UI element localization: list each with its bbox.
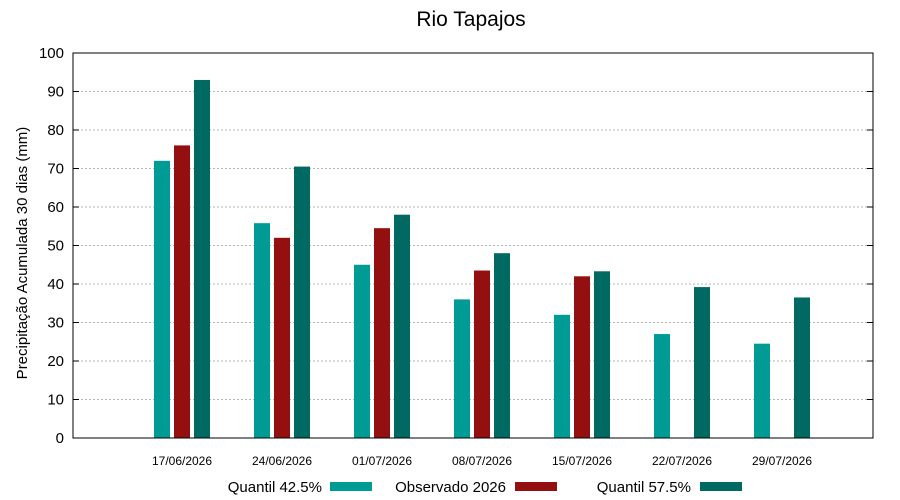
bar-4-2: [594, 271, 610, 438]
legend-label: Quantil 42.5%: [228, 479, 322, 496]
y-tick-label: 10: [47, 392, 64, 409]
x-tick-label: 29/07/2026: [752, 454, 812, 468]
y-tick-label: 90: [47, 84, 64, 101]
y-tick-label: 40: [47, 276, 64, 293]
y-tick-label: 100: [39, 45, 64, 62]
x-tick-label: 22/07/2026: [652, 454, 712, 468]
bar-3-2: [494, 253, 510, 438]
bar-6-2: [794, 297, 810, 438]
bar-5-0: [654, 334, 670, 438]
bar-2-0: [354, 264, 370, 438]
x-tick-label: 15/07/2026: [552, 454, 612, 468]
y-tick-label: 80: [47, 122, 64, 139]
bar-3-0: [454, 299, 470, 438]
y-tick-label: 20: [47, 353, 64, 370]
y-tick-label: 30: [47, 315, 64, 332]
legend-label: Observado 2026: [395, 479, 506, 496]
x-tick-label: 01/07/2026: [352, 454, 412, 468]
y-tick-label: 70: [47, 161, 64, 178]
bar-2-2: [394, 214, 410, 438]
x-tick-label: 17/06/2026: [152, 454, 212, 468]
legend-swatch: [700, 482, 742, 491]
bar-0-2: [194, 79, 210, 438]
legend: Quantil 42.5% Observado 2026 Quantil 57.5%: [228, 479, 742, 496]
bar-1-0: [254, 223, 270, 438]
x-tick-label: 08/07/2026: [452, 454, 512, 468]
bar-3-1: [474, 270, 490, 438]
bar-1-2: [294, 166, 310, 438]
bar-5-2: [694, 287, 710, 438]
bar-6-0: [754, 343, 770, 438]
bar-0-0: [154, 160, 170, 439]
bar-2-1: [374, 228, 390, 438]
bar-4-1: [574, 276, 590, 438]
x-axis-ticks: 17/06/2026 24/06/2026 01/07/2026 08/07/2026…: [152, 454, 812, 468]
legend-label: Quantil 57.5%: [597, 479, 691, 496]
y-axis-label: Precipitação Acumulada 30 dias (mm): [14, 127, 31, 380]
y-tick-label: 60: [47, 199, 64, 216]
bar-0-1: [174, 145, 190, 438]
y-tick-label: 0: [56, 430, 64, 447]
legend-swatch: [515, 482, 557, 491]
y-tick-label: 50: [47, 238, 64, 255]
bar-4-0: [554, 314, 570, 438]
legend-swatch: [330, 482, 372, 491]
bar-1-1: [274, 237, 290, 438]
bars: [154, 79, 810, 439]
chart-title: Rio Tapajos: [416, 8, 525, 31]
grid-lines: [73, 91, 873, 400]
y-axis-ticks: 0 10 20 30 40 50 60 70 80 90 100: [39, 45, 873, 447]
x-tick-label: 24/06/2026: [252, 454, 312, 468]
